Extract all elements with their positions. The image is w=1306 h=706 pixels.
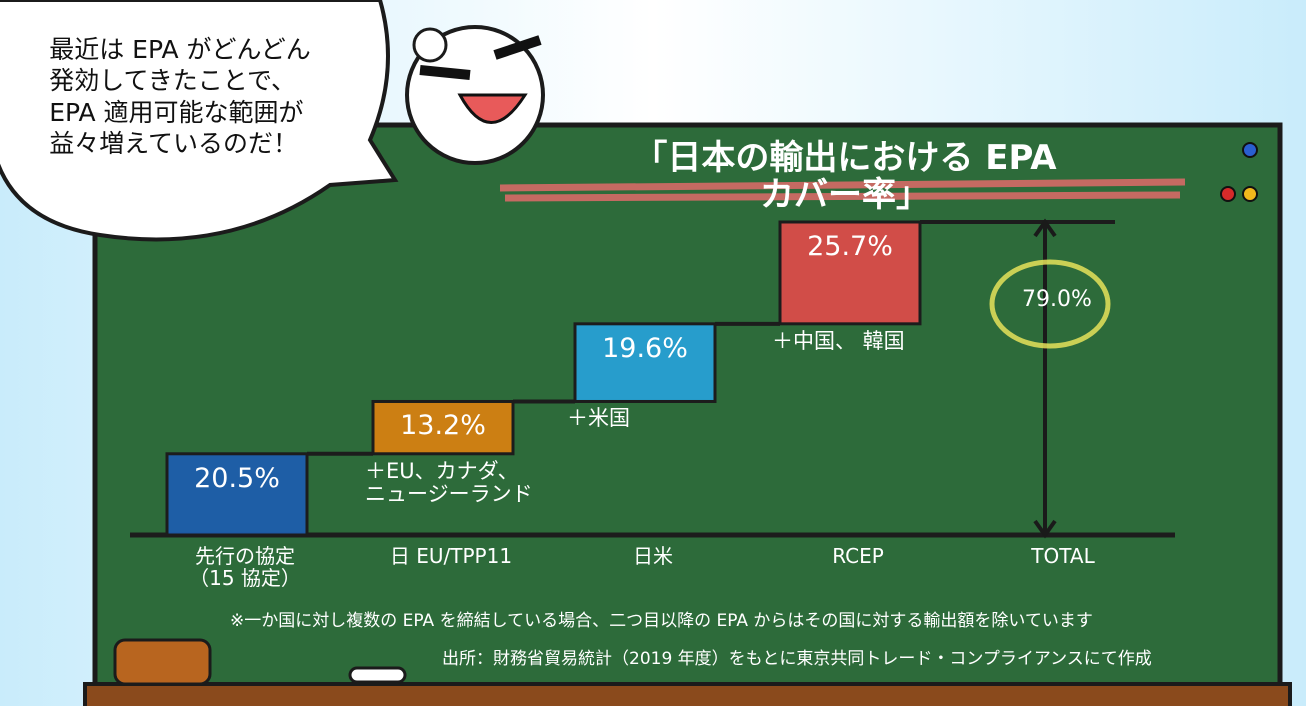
x-tick-label: RCEP	[832, 545, 884, 567]
page: 最近は EPA がどんどん 発効してきたことで、 EPA 適用可能な範囲が 益々…	[0, 0, 1306, 706]
step-label: ＋EU、カナダ、 ニュージーランド	[365, 460, 533, 506]
step-label: ＋中国、 韓国	[772, 330, 905, 353]
step-label: ＋米国	[567, 407, 630, 430]
value-label: 13.2%	[400, 411, 486, 441]
value-label: 79.0%	[1022, 288, 1092, 312]
eraser	[115, 640, 210, 684]
board-ledge	[85, 684, 1290, 706]
mascot-ear	[414, 29, 446, 61]
x-tick-label: TOTAL	[1031, 545, 1094, 567]
bubble-text: 最近は EPA がどんどん 発効してきたことで、 EPA 適用可能な範囲が 益々…	[49, 34, 311, 159]
x-tick-label: 日 EU/TPP11	[390, 545, 512, 567]
source-note: 出所：財務省貿易統計（2019 年度）をもとに東京共同トレード・コンプライアンス…	[442, 650, 1152, 669]
value-label: 20.5%	[194, 464, 280, 494]
chalk	[350, 668, 405, 682]
x-tick-label: 日米	[633, 545, 673, 567]
value-label: 19.6%	[602, 334, 688, 364]
footnote: ※一か国に対し複数の EPA を締結している場合、二つ目以降の EPA からはそ…	[230, 612, 1093, 631]
x-tick-label: 先行の協定 （15 協定）	[189, 545, 301, 589]
magnet	[1243, 187, 1257, 201]
magnet	[1221, 187, 1235, 201]
magnet	[1243, 143, 1257, 157]
value-label: 25.7%	[807, 232, 893, 262]
chart-title: 「日本の輸出における EPA カバー率」	[615, 140, 1076, 215]
